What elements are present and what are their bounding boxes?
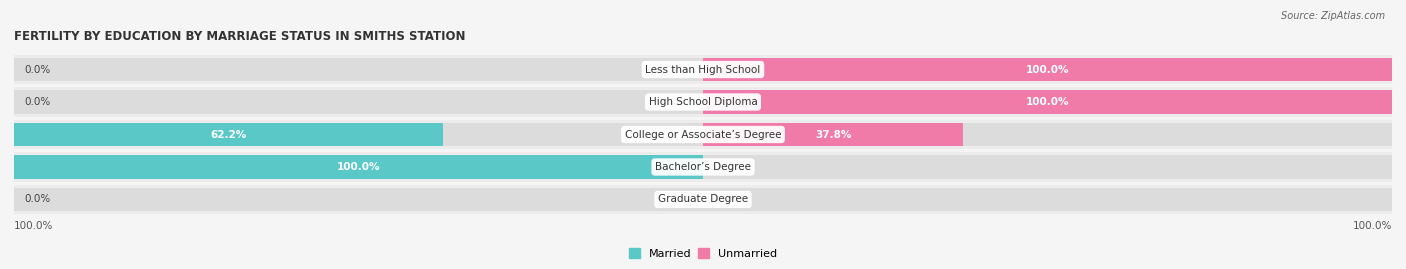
Bar: [14, 123, 703, 146]
Bar: [14, 123, 443, 146]
Text: 100.0%: 100.0%: [337, 162, 380, 172]
Bar: [14, 120, 1392, 149]
Bar: [14, 55, 1392, 84]
Text: College or Associate’s Degree: College or Associate’s Degree: [624, 129, 782, 140]
Text: 62.2%: 62.2%: [209, 129, 246, 140]
Text: Bachelor’s Degree: Bachelor’s Degree: [655, 162, 751, 172]
Text: 100.0%: 100.0%: [1026, 65, 1069, 75]
Legend: Married, Unmarried: Married, Unmarried: [624, 244, 782, 263]
Bar: [703, 58, 1392, 81]
Bar: [703, 90, 1392, 114]
Text: 100.0%: 100.0%: [14, 221, 53, 231]
Bar: [703, 188, 1392, 211]
Text: 0.0%: 0.0%: [24, 194, 51, 204]
Bar: [14, 155, 703, 179]
Bar: [703, 155, 1392, 179]
Bar: [14, 188, 703, 211]
Text: 100.0%: 100.0%: [1353, 221, 1392, 231]
Bar: [14, 155, 703, 179]
Text: FERTILITY BY EDUCATION BY MARRIAGE STATUS IN SMITHS STATION: FERTILITY BY EDUCATION BY MARRIAGE STATU…: [14, 30, 465, 43]
Text: Graduate Degree: Graduate Degree: [658, 194, 748, 204]
Bar: [14, 152, 1392, 182]
Text: High School Diploma: High School Diploma: [648, 97, 758, 107]
Text: Source: ZipAtlas.com: Source: ZipAtlas.com: [1281, 11, 1385, 21]
Bar: [703, 90, 1392, 114]
Text: Less than High School: Less than High School: [645, 65, 761, 75]
Text: 0.0%: 0.0%: [24, 65, 51, 75]
Text: 0.0%: 0.0%: [713, 194, 740, 204]
Bar: [14, 87, 1392, 117]
Bar: [14, 58, 703, 81]
Bar: [703, 123, 963, 146]
Text: 0.0%: 0.0%: [24, 97, 51, 107]
Bar: [14, 185, 1392, 214]
Text: 100.0%: 100.0%: [1026, 97, 1069, 107]
Text: 37.8%: 37.8%: [815, 129, 852, 140]
Text: 0.0%: 0.0%: [713, 162, 740, 172]
Bar: [703, 58, 1392, 81]
Bar: [14, 90, 703, 114]
Bar: [703, 123, 1392, 146]
